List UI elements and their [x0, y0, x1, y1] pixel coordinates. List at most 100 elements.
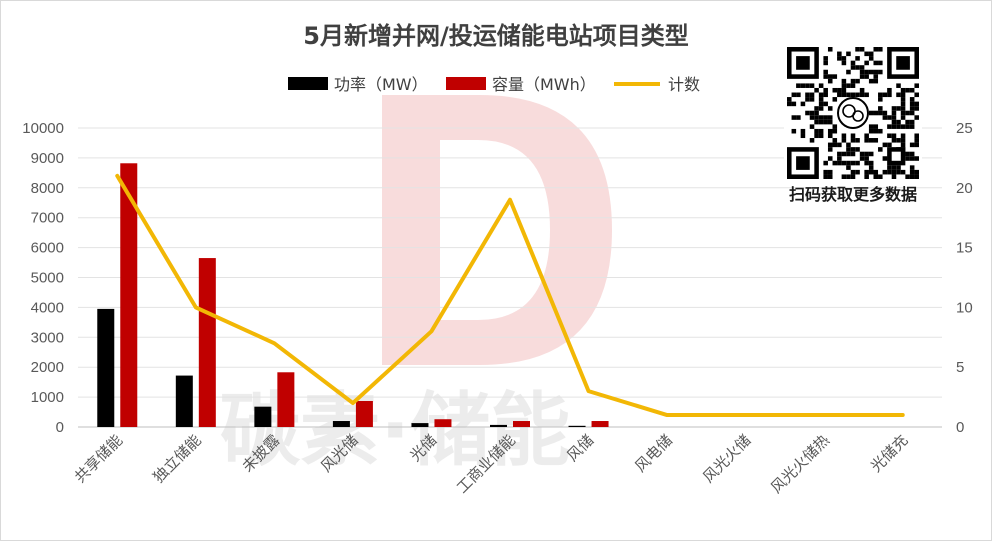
qr-module — [873, 110, 879, 116]
y2-tick-label: 25 — [956, 120, 973, 137]
qr-module — [805, 110, 810, 116]
bar — [591, 421, 609, 427]
qr-module — [882, 115, 888, 120]
qr-module — [873, 124, 879, 129]
qr-module — [878, 110, 883, 116]
qr-module — [891, 124, 897, 129]
chart-title: 5月新增并网/投运储能电站项目类型 — [303, 22, 688, 50]
qr-module — [868, 151, 874, 157]
qr-module — [814, 115, 819, 120]
qr-module — [914, 83, 919, 88]
qr-module — [818, 115, 824, 120]
qr-module — [841, 87, 847, 93]
qr-module — [864, 51, 869, 57]
qr-module — [827, 119, 833, 125]
qr-module — [905, 124, 910, 129]
qr-module — [791, 92, 797, 98]
qr-module — [823, 56, 828, 61]
qr-module — [909, 142, 915, 148]
qr-module — [873, 60, 879, 66]
y-tick-label: 1000 — [31, 389, 64, 406]
qr-module — [909, 124, 915, 129]
qr-module — [864, 92, 869, 98]
gridlines — [78, 127, 942, 428]
qr-module — [891, 174, 897, 179]
qr-module — [914, 138, 919, 143]
bar — [411, 423, 429, 427]
qr-module — [905, 174, 910, 179]
qr-module — [814, 133, 819, 139]
qr-module — [823, 115, 828, 120]
qr-module — [882, 110, 888, 116]
qr-module — [914, 156, 919, 161]
qr-module — [832, 87, 838, 93]
qr-module — [850, 133, 856, 139]
qr-module — [864, 156, 869, 161]
qr-module — [914, 174, 919, 179]
qr-module — [873, 169, 879, 175]
legend-swatch — [446, 77, 486, 90]
qr-module — [841, 78, 847, 84]
qr-module — [887, 169, 892, 175]
bar — [490, 424, 507, 427]
qr-module — [891, 110, 897, 116]
qr-module — [805, 83, 810, 88]
qr-module — [841, 60, 847, 66]
qr-module — [837, 160, 842, 166]
qr-module — [882, 156, 888, 161]
qr-module — [850, 92, 856, 98]
qr-module — [837, 156, 842, 161]
qr-module — [868, 160, 874, 166]
qr-code-icon — [784, 44, 922, 182]
qr-module — [909, 169, 915, 175]
qr-module — [896, 138, 901, 143]
qr-module — [914, 115, 919, 120]
qr-module — [855, 47, 860, 52]
qr-module — [832, 74, 838, 79]
qr-module — [841, 56, 847, 61]
qr-module — [796, 115, 801, 120]
qr-module — [905, 156, 910, 161]
qr-module — [841, 151, 847, 157]
qr-module — [914, 169, 919, 175]
y-tick-label: 4000 — [31, 299, 64, 316]
qr-module — [841, 83, 847, 88]
y2-tick-label: 20 — [956, 180, 973, 197]
qr-module — [855, 160, 860, 166]
qr-module — [809, 124, 815, 129]
qr-module — [805, 97, 810, 102]
y2-tick-label: 10 — [956, 299, 973, 316]
bar — [120, 163, 138, 428]
qr-module — [832, 128, 838, 134]
qr-module — [900, 106, 906, 111]
qr-module — [827, 147, 833, 152]
qr-module — [891, 138, 897, 143]
qr-module — [818, 101, 824, 107]
qr-module — [823, 160, 828, 166]
qr-module — [887, 92, 892, 98]
qr-module — [832, 138, 838, 143]
qr-module — [814, 110, 819, 116]
qr-module — [818, 133, 824, 139]
qr-module — [859, 87, 865, 93]
qr-module — [864, 69, 869, 75]
qr-module — [873, 174, 879, 179]
qr-module — [814, 119, 819, 125]
qr-module — [846, 147, 851, 152]
qr-module — [905, 110, 910, 116]
qr-module — [878, 128, 883, 134]
qr-module — [873, 74, 879, 79]
line-series — [115, 173, 905, 418]
qr-module — [864, 74, 869, 79]
qr-module — [909, 174, 915, 179]
qr-module — [837, 51, 842, 57]
qr-module — [850, 160, 856, 166]
qr-module — [850, 78, 856, 84]
qr-module — [823, 119, 828, 125]
qr-module — [878, 174, 883, 179]
qr-module — [900, 87, 906, 93]
qr-module — [837, 56, 842, 61]
qr-module — [896, 169, 901, 175]
qr-module — [859, 92, 865, 98]
qr-module — [837, 142, 842, 148]
